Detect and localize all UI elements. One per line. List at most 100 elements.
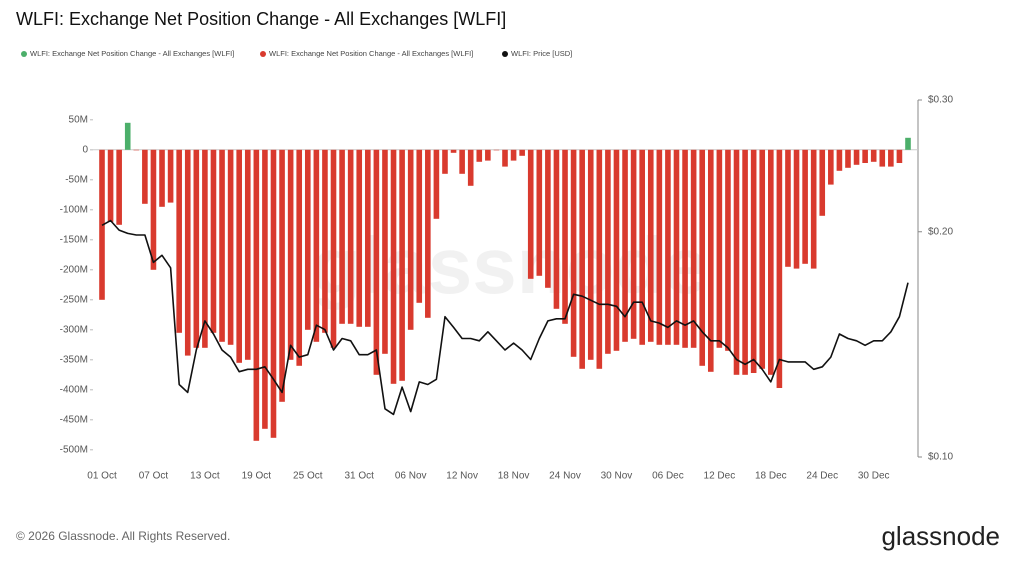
x-tick-label: 12 Nov [446,471,478,482]
bar [630,149,637,339]
bar [210,149,217,333]
bar [802,149,808,264]
x-tick-label: 06 Nov [395,471,427,482]
bar [725,149,731,351]
x-tick-label: 13 Oct [190,471,220,482]
bar [467,149,474,186]
bar [716,149,723,348]
bar [682,149,688,348]
bar [390,149,397,384]
legend-swatch [21,51,27,57]
bar [124,122,131,150]
legend-swatch [260,51,266,57]
bar [296,149,303,366]
bar [262,149,268,429]
bar [193,149,200,348]
y-tick-label: -450M [60,414,88,425]
bar [116,149,122,225]
bar [605,149,611,354]
bar [527,149,534,279]
bar [707,149,714,372]
logo: glassnode [881,521,1000,551]
bar [647,149,654,342]
y-tick-label: 50M [69,114,88,125]
y-tick-label: -400M [60,384,88,395]
bar [810,149,817,269]
bar [425,149,431,318]
bar [184,149,191,356]
bar [159,149,165,207]
bar [502,149,508,167]
bar [459,149,465,174]
legend-label: WLFI: Price [USD] [511,49,572,58]
x-tick-label: 19 Oct [242,471,272,482]
bar [313,149,320,342]
bar [433,149,440,219]
x-tick-label: 01 Oct [87,471,117,482]
chart-title: WLFI: Exchange Net Position Change - All… [16,9,506,29]
bar [322,149,328,333]
copyright: © 2026 Glassnode. All Rights Reserved. [16,529,230,543]
y-tick-label: -300M [60,324,88,335]
bar [219,149,225,342]
bar [176,149,182,333]
x-tick-label: 24 Nov [549,471,581,482]
bar [244,149,251,360]
bar [330,149,337,348]
y-tick-label: -50M [65,174,88,185]
x-tick-label: 30 Dec [858,471,890,482]
bar [485,149,491,161]
bar [545,149,551,288]
bar [673,149,680,345]
x-tick-label: 24 Dec [806,471,838,482]
y-tick-label: -100M [60,204,88,215]
bar [510,149,517,161]
bar [768,149,774,375]
bar [339,149,345,324]
bar [407,149,414,330]
bar [613,149,620,351]
bar [304,149,311,330]
x-tick-label: 07 Oct [139,471,169,482]
bar [107,149,114,222]
bar [905,137,911,150]
bar [399,149,405,381]
bar [287,149,294,360]
bar [836,149,843,171]
bar [853,149,860,165]
bar [142,149,148,204]
bar [416,149,423,303]
y-tick-label: -200M [60,264,88,275]
bar [699,149,706,366]
bar [365,149,371,327]
y-tick-label: -350M [60,354,88,365]
bar [450,149,457,153]
bar [133,149,140,151]
bar [870,149,877,162]
bar [750,149,757,373]
bar [622,149,628,342]
bar [759,149,766,369]
bar [382,149,388,354]
x-tick-label: 18 Dec [755,471,787,482]
x-tick-label: 18 Nov [498,471,530,482]
bar [785,149,791,267]
bar [253,149,260,441]
y2-tick-label: $0.30 [928,95,953,106]
bar [553,149,560,309]
bar [227,149,234,345]
bar [656,149,663,345]
bar [519,149,525,156]
bar [828,149,834,185]
bar [879,149,886,167]
bar [167,149,174,203]
bar [356,149,363,327]
bar [596,149,603,369]
bar [665,149,671,345]
bar [845,149,851,168]
x-tick-label: 31 Oct [344,471,374,482]
price-line [101,219,909,416]
y-tick-label: -150M [60,234,88,245]
bar [570,149,577,357]
